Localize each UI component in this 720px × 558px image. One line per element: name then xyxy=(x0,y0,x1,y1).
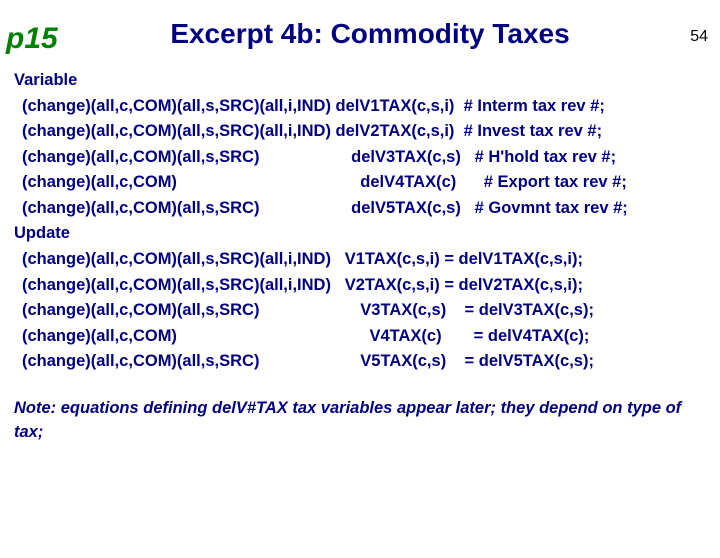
code-content: Variable (change)(all,c,COM)(all,s,SRC)(… xyxy=(14,68,710,375)
code-line: (change)(all,c,COM)(all,s,SRC)(all,i,IND… xyxy=(22,247,710,273)
page-number: 54 xyxy=(690,28,708,46)
code-line: (change)(all,c,COM) delV4TAX(c) # Export… xyxy=(22,170,710,196)
code-line: (change)(all,c,COM)(all,s,SRC) delV3TAX(… xyxy=(22,145,710,171)
variable-header: Variable xyxy=(14,68,710,94)
code-line: (change)(all,c,COM) V4TAX(c) = delV4TAX(… xyxy=(22,324,710,350)
code-line: (change)(all,c,COM)(all,s,SRC)(all,i,IND… xyxy=(22,273,710,299)
code-line: (change)(all,c,COM)(all,s,SRC)(all,i,IND… xyxy=(22,94,710,120)
code-line: (change)(all,c,COM)(all,s,SRC) V3TAX(c,s… xyxy=(22,298,710,324)
footer-note: Note: equations defining delV#TAX tax va… xyxy=(14,397,706,445)
update-header: Update xyxy=(14,221,710,247)
page-label: p15 xyxy=(6,22,58,56)
code-line: (change)(all,c,COM)(all,s,SRC) V5TAX(c,s… xyxy=(22,349,710,375)
slide-title: Excerpt 4b: Commodity Taxes xyxy=(80,18,660,50)
code-line: (change)(all,c,COM)(all,s,SRC)(all,i,IND… xyxy=(22,119,710,145)
code-line: (change)(all,c,COM)(all,s,SRC) delV5TAX(… xyxy=(22,196,710,222)
